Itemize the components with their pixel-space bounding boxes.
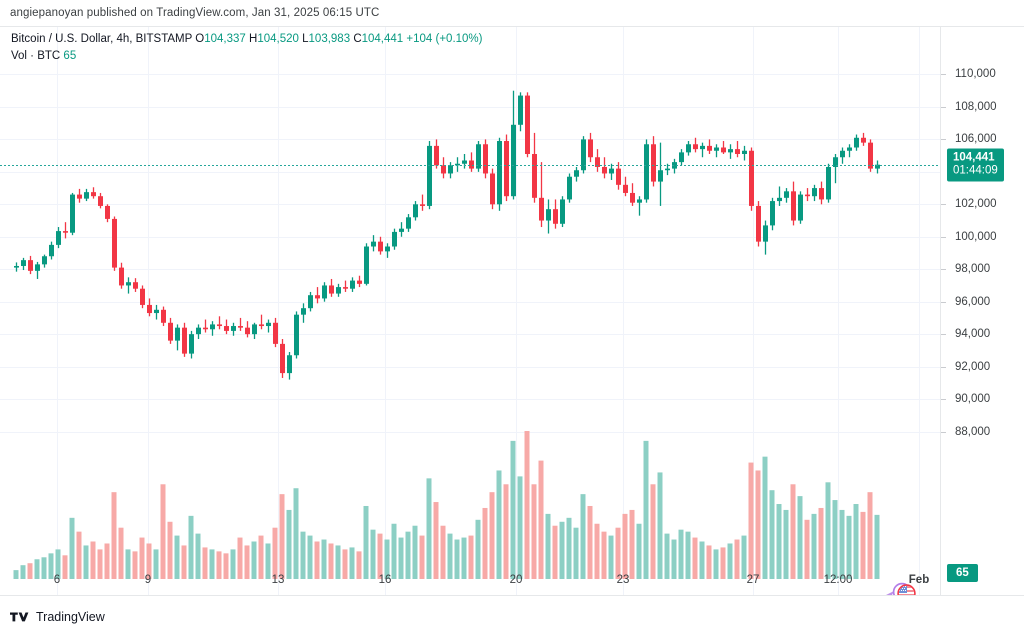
price-axis-label: 102,000 [955,198,997,211]
bar-countdown: 01:44:09 [953,164,998,177]
price-axis-tick [941,334,946,335]
price-axis[interactable]: 110,000 108,000 106,000 102,000 100,000 98,00… [940,27,1024,595]
chart-frame: 110,000 108,000 106,000 102,000 100,000 98,00… [0,26,1024,596]
time-axis[interactable]: 6 9 13 16 20 23 27 12:00 Feb [0,570,1024,596]
chart-plot-area[interactable] [0,27,941,595]
price-axis-tick [941,269,946,270]
time-axis-label: 13 [271,574,285,586]
candlestick-series [14,90,880,380]
price-axis-label: 94,000 [955,328,991,341]
price-axis-tick [941,237,946,238]
time-axis-label: 23 [616,574,630,586]
price-axis-tick [941,204,946,205]
price-axis-label: 88,000 [955,425,991,438]
tradingview-logo-icon [10,612,29,621]
price-axis-tick [941,74,946,75]
us-economic-event-icon[interactable] [882,580,918,595]
price-axis-label: 98,000 [955,263,991,276]
time-axis-label: 6 [53,574,61,586]
price-axis-tick [941,399,946,400]
tradingview-watermark: TradingView [10,610,105,624]
price-axis-label: 108,000 [955,100,997,113]
price-axis-tick [941,432,946,433]
time-axis-label: 27 [746,574,760,586]
price-axis-label: 106,000 [955,133,997,146]
price-axis-tick [941,139,946,140]
price-axis-label: 96,000 [955,295,991,308]
time-axis-label: 20 [509,574,523,586]
current-price-badge[interactable]: 104,441 01:44:09 [947,148,1004,182]
current-price-value: 104,441 [953,151,995,164]
price-axis-label: 92,000 [955,360,991,373]
price-axis-label: 100,000 [955,230,997,243]
time-axis-label: 16 [378,574,392,586]
attribution-text: angiepanoyan published on TradingView.co… [10,7,380,19]
time-axis-label: 12:00 [823,574,853,586]
price-axis-tick [941,107,946,108]
volume-bars-layer [13,431,880,579]
watermark-label: TradingView [36,610,105,624]
price-axis-tick [941,367,946,368]
price-axis-label: 110,000 [955,68,996,81]
current-price-line [0,165,941,166]
time-axis-label: 9 [144,574,152,586]
price-axis-tick [941,302,946,303]
time-axis-label: Feb [908,574,930,586]
volume-value-badge[interactable]: 65 [947,564,978,582]
price-axis-label: 90,000 [955,393,991,406]
